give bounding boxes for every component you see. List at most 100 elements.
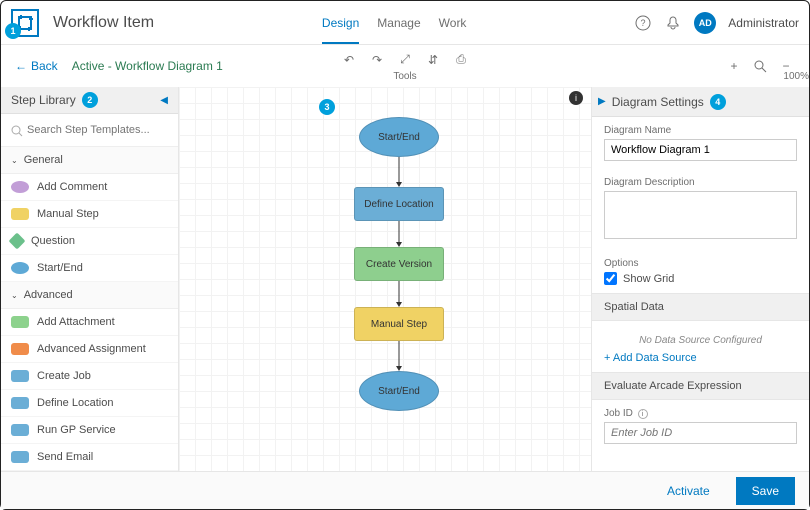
step-label: Start/End	[37, 262, 83, 274]
save-button[interactable]: Save	[736, 477, 795, 505]
layout-icon[interactable]: ⇵	[424, 51, 442, 69]
diagram-settings-panel: ▶ Diagram Settings 4 Diagram Name Diagra…	[591, 87, 809, 471]
step-template[interactable]: Add Attachment	[1, 309, 178, 336]
diagram-title: Active - Workflow Diagram 1	[72, 59, 223, 73]
tab-work[interactable]: Work	[439, 2, 467, 44]
step-template[interactable]: Advanced Assignment	[1, 336, 178, 363]
step-label: Send Email	[37, 451, 93, 463]
search-icon	[11, 124, 23, 136]
page-title: Workflow Item	[53, 14, 154, 32]
step-library-panel: Step Library 2 ◀ ⌄General Add Comment Manu…	[1, 87, 179, 471]
activate-button[interactable]: Activate	[651, 477, 726, 505]
diagram-edge	[394, 221, 404, 247]
tab-manage[interactable]: Manage	[377, 2, 420, 44]
step-label: Advanced Assignment	[37, 343, 146, 355]
options-label: Options	[604, 258, 797, 269]
jobid-label: Job ID i	[604, 408, 797, 419]
search-input[interactable]	[9, 120, 170, 140]
sub-bar: ← Back Active - Workflow Diagram 1 ↶ ↷ ⤢…	[1, 45, 809, 87]
diagram-node[interactable]: Manual Step	[354, 307, 444, 341]
show-grid-checkbox[interactable]	[604, 272, 617, 285]
print-icon[interactable]: ⎙	[452, 51, 470, 69]
step-shape-icon	[9, 233, 26, 250]
step-group[interactable]: ⌄General	[1, 147, 178, 174]
diagram-node[interactable]: Start/End	[359, 371, 439, 411]
main-area: Step Library 2 ◀ ⌄General Add Comment Manu…	[1, 87, 809, 471]
step-template[interactable]: Run GP Service	[1, 417, 178, 444]
undo-icon[interactable]: ↶	[340, 51, 358, 69]
user-name: Administrator	[728, 16, 799, 30]
info-small-icon: i	[638, 409, 648, 419]
arrow-left-icon: ←	[15, 59, 27, 73]
step-shape-icon	[11, 262, 29, 274]
svg-text:?: ?	[641, 18, 646, 28]
zoom-icon[interactable]	[751, 57, 769, 75]
step-shape-icon	[11, 370, 29, 382]
step-template[interactable]: Start/End	[1, 255, 178, 282]
diagram-edge	[394, 157, 404, 187]
step-shape-icon	[11, 397, 29, 409]
top-bar: 1 Workflow Item Design Manage Work ? AD …	[1, 1, 809, 45]
step-template[interactable]: Send Email	[1, 444, 178, 471]
chevron-down-icon: ⌄	[11, 156, 18, 165]
diagram-edge	[394, 281, 404, 307]
callout-4: 4	[710, 94, 726, 110]
footer-bar: Activate Save	[1, 471, 809, 509]
back-label: Back	[31, 59, 58, 73]
step-template[interactable]: Add Comment	[1, 174, 178, 201]
step-shape-icon	[11, 208, 29, 220]
diagram-edge	[394, 341, 404, 371]
diagram-name-label: Diagram Name	[604, 125, 797, 136]
info-icon[interactable]: i	[569, 91, 583, 105]
step-template[interactable]: Define Location	[1, 390, 178, 417]
diagram-name-input[interactable]	[604, 139, 797, 161]
step-shape-icon	[11, 424, 29, 436]
step-library-header: Step Library 2 ◀	[1, 87, 178, 114]
tab-design[interactable]: Design	[322, 2, 359, 44]
avatar[interactable]: AD	[694, 12, 716, 34]
top-tabs: Design Manage Work	[322, 2, 467, 44]
step-shape-icon	[11, 181, 29, 193]
diagram-canvas[interactable]: 3 i Start/End Define Location Create Versi…	[179, 87, 591, 471]
diagram-desc-label: Diagram Description	[604, 177, 797, 188]
step-group[interactable]: ⌄Advanced	[1, 282, 178, 309]
diagram-node[interactable]: Define Location	[354, 187, 444, 221]
jobid-input[interactable]	[604, 422, 797, 444]
step-template[interactable]: Manual Step	[1, 201, 178, 228]
arcade-title: Evaluate Arcade Expression	[592, 372, 809, 400]
callout-3: 3	[319, 99, 335, 115]
zoom-in-icon[interactable]: +	[725, 57, 743, 75]
step-label: Add Attachment	[37, 316, 115, 328]
fit-icon[interactable]: ⤢	[396, 51, 414, 69]
step-label: Question	[31, 235, 75, 247]
spatial-data-title: Spatial Data	[592, 293, 809, 321]
step-label: Define Location	[37, 397, 113, 409]
diagram-settings-title: Diagram Settings	[612, 95, 704, 109]
step-label: Manual Step	[37, 208, 99, 220]
back-button[interactable]: ← Back	[15, 59, 58, 73]
step-label: Run GP Service	[37, 424, 116, 436]
step-template[interactable]: Question	[1, 228, 178, 255]
no-datasource-text: No Data Source Configured	[604, 335, 797, 346]
collapse-right-icon[interactable]: ▶	[598, 96, 606, 107]
step-library-title: Step Library	[11, 93, 76, 107]
tools-group: ↶ ↷ ⤢ ⇵ ⎙ Tools	[340, 51, 470, 82]
diagram-node[interactable]: Create Version	[354, 247, 444, 281]
diagram-desc-input[interactable]	[604, 191, 797, 239]
add-data-source-link[interactable]: + Add Data Source	[604, 352, 797, 364]
collapse-left-icon[interactable]: ◀	[160, 95, 168, 106]
step-shape-icon	[11, 451, 29, 463]
diagram-node[interactable]: Start/End	[359, 117, 439, 157]
show-grid-label: Show Grid	[623, 273, 674, 285]
diagram-settings-header: ▶ Diagram Settings 4	[592, 87, 809, 117]
step-label: Add Comment	[37, 181, 107, 193]
help-icon[interactable]: ?	[634, 14, 652, 32]
tools-label: Tools	[340, 71, 470, 82]
step-shape-icon	[11, 316, 29, 328]
step-label: Create Job	[37, 370, 91, 382]
plus-icon: +	[604, 352, 613, 364]
bell-icon[interactable]	[664, 14, 682, 32]
step-template[interactable]: Create Job	[1, 363, 178, 390]
zoom-percent: 100%	[783, 71, 809, 82]
redo-icon[interactable]: ↷	[368, 51, 386, 69]
